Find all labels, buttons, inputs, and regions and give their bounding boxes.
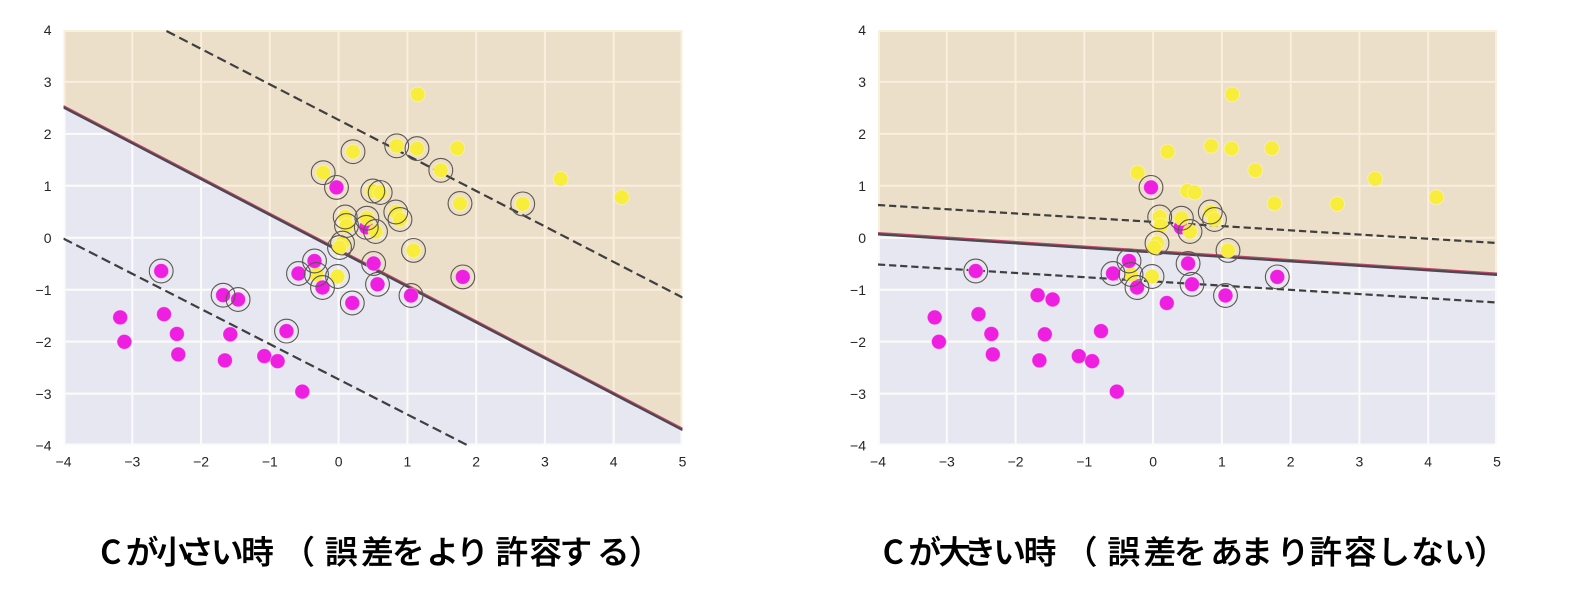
svg-text:−3: −3	[36, 386, 52, 402]
svg-text:2: 2	[1287, 454, 1295, 470]
svg-text:−1: −1	[850, 282, 866, 298]
svg-text:3: 3	[1356, 454, 1364, 470]
svg-text:−3: −3	[850, 386, 866, 402]
svg-text:−3: −3	[124, 454, 140, 470]
svg-text:1: 1	[44, 178, 52, 194]
svg-text:5: 5	[679, 454, 687, 470]
svg-text:1: 1	[858, 178, 866, 194]
svg-text:−2: −2	[36, 334, 52, 350]
svg-text:2: 2	[472, 454, 480, 470]
svg-text:−2: −2	[850, 334, 866, 350]
svg-text:−2: −2	[193, 454, 209, 470]
svg-text:4: 4	[1424, 454, 1432, 470]
svg-text:3: 3	[858, 74, 866, 90]
svg-text:−1: −1	[36, 282, 52, 298]
svg-text:−4: −4	[56, 454, 72, 470]
svg-text:−4: −4	[850, 438, 866, 454]
svg-text:0: 0	[1149, 454, 1157, 470]
svg-text:−4: −4	[870, 454, 886, 470]
svg-text:−2: −2	[1008, 454, 1024, 470]
svg-text:−3: −3	[939, 454, 955, 470]
svg-text:0: 0	[335, 454, 343, 470]
svg-text:3: 3	[44, 74, 52, 90]
svg-text:4: 4	[610, 454, 618, 470]
svg-text:1: 1	[404, 454, 412, 470]
svg-text:2: 2	[44, 126, 52, 142]
svg-text:0: 0	[44, 230, 52, 246]
svg-text:−1: −1	[262, 454, 278, 470]
svg-text:2: 2	[858, 126, 866, 142]
svg-text:3: 3	[541, 454, 549, 470]
svg-text:−1: −1	[1076, 454, 1092, 470]
svg-text:1: 1	[1218, 454, 1226, 470]
svg-text:4: 4	[44, 22, 52, 38]
svg-text:0: 0	[858, 230, 866, 246]
svg-text:−4: −4	[36, 438, 52, 454]
svg-text:5: 5	[1493, 454, 1501, 470]
svg-text:4: 4	[858, 22, 866, 38]
